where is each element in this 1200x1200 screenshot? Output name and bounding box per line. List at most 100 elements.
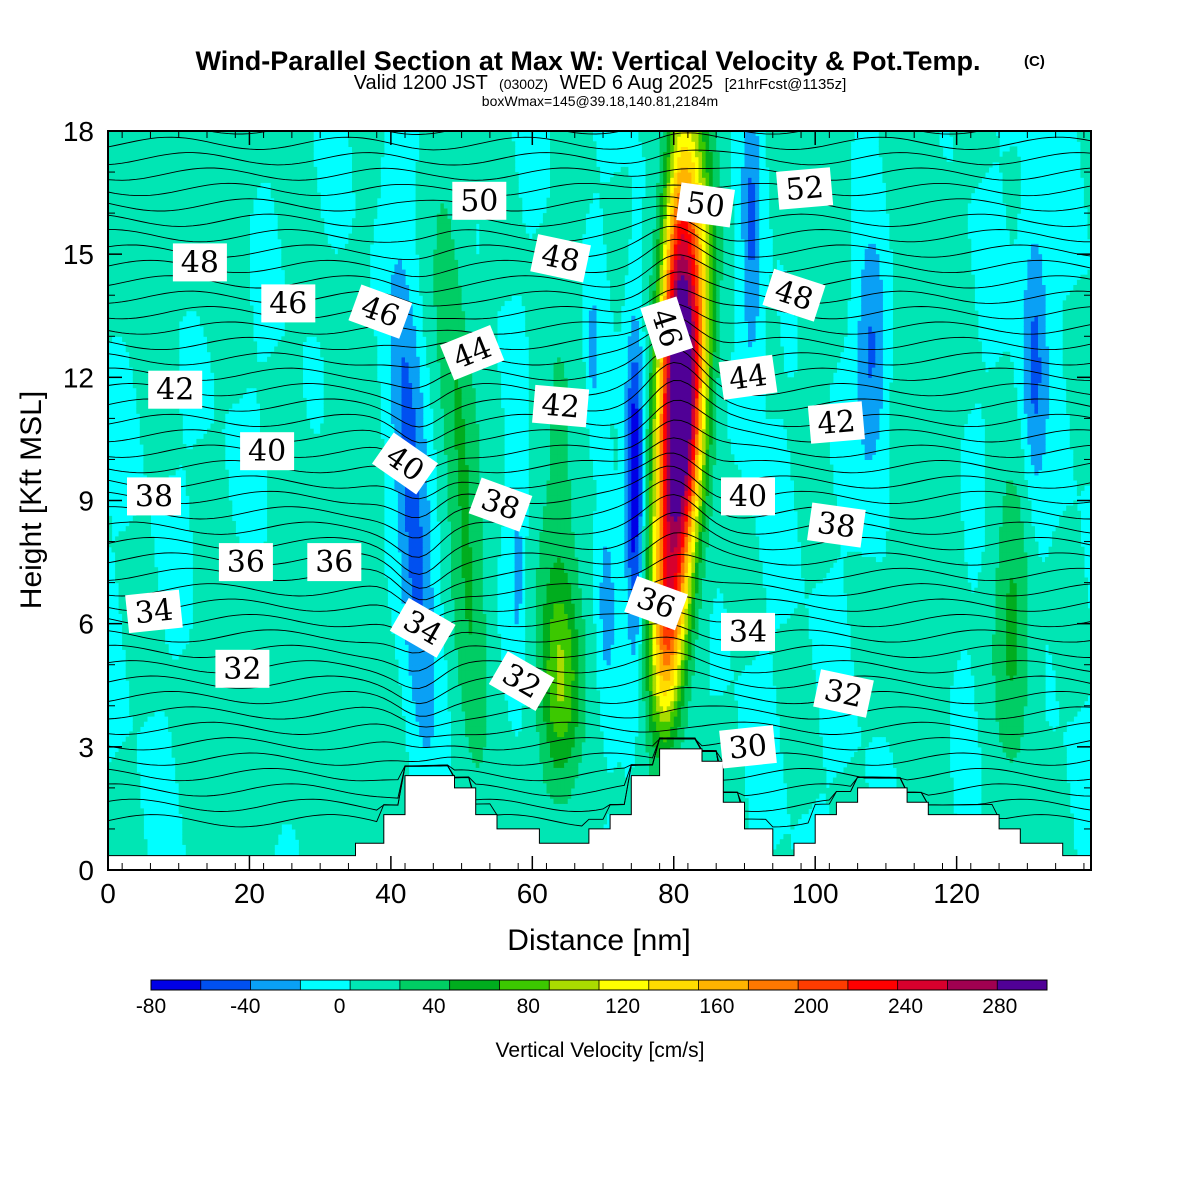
w-cell [818,772,823,779]
w-cell [189,813,194,820]
w-cell [362,834,367,840]
w-cell [1048,772,1053,779]
w-cell [253,844,258,850]
w-cell [1013,782,1018,789]
w-cell [231,772,236,779]
w-cell [451,746,456,753]
w-cell [309,839,314,845]
w-cell [373,762,378,768]
w-cell [560,787,565,794]
w-cell [387,741,392,748]
w-cell [1059,746,1064,753]
w-cell [115,813,120,820]
w-cell [992,746,997,753]
w-cell [288,808,293,815]
w-cell [896,752,901,758]
w-cell [238,834,243,840]
w-cell [836,782,841,789]
w-cell [330,803,335,809]
w-cell [185,752,190,758]
w-cell [641,767,646,774]
w-cell [122,818,127,825]
w-cell [946,762,951,768]
w-cell [914,746,919,753]
w-cell [316,823,321,830]
w-cell [571,823,576,830]
w-cell [231,767,236,774]
w-cell [726,777,731,784]
w-cell [489,752,494,758]
w-cell [359,787,364,794]
w-cell [949,793,954,799]
w-cell [560,798,565,804]
w-cell [525,823,530,830]
w-cell [309,823,314,830]
w-cell [270,849,275,856]
w-cell [323,757,328,763]
w-cell [532,746,537,753]
w-cell [797,762,802,768]
w-cell [341,813,346,820]
w-cell [122,828,127,835]
w-cell [931,793,936,799]
w-cell [302,808,307,815]
w-cell [231,813,236,820]
w-cell [394,803,399,809]
w-cell [366,757,371,763]
w-cell [260,813,265,820]
w-cell [196,839,201,845]
w-cell [1055,757,1060,763]
w-cell [832,782,837,789]
w-cell [465,782,470,789]
w-cell [1013,793,1018,799]
w-cell [1045,813,1050,820]
w-cell [518,823,523,830]
w-cell [189,808,194,815]
w-cell [472,741,477,748]
w-cell [574,746,579,753]
w-cell [228,839,233,845]
w-cell [1002,757,1007,763]
w-cell [281,787,286,794]
w-cell [1055,787,1060,794]
w-cell [585,746,590,753]
w-cell [380,757,385,763]
w-cell [578,793,583,799]
w-cell [288,793,293,799]
w-cell [178,741,183,748]
w-cell [359,767,364,774]
w-cell [302,818,307,825]
w-cell [306,782,311,789]
w-cell [564,787,569,794]
w-cell [196,782,201,789]
w-cell [786,787,791,794]
w-cell [542,782,547,789]
w-cell [207,828,212,835]
w-cell [1045,834,1050,840]
w-cell [832,793,837,799]
w-cell [1066,823,1071,830]
w-cell [585,772,590,779]
w-cell [620,767,625,774]
w-cell [298,798,303,804]
w-cell [207,813,212,820]
w-cell [733,798,738,804]
w-cell [320,767,325,774]
w-cell [196,803,201,809]
w-cell [122,798,127,804]
w-cell [111,818,116,825]
w-cell [532,762,537,768]
w-cell [482,782,487,789]
w-cell [122,741,127,748]
w-cell [1023,813,1028,820]
w-cell [808,752,813,758]
w-cell [783,767,788,774]
w-cell [108,772,113,779]
w-cell [348,767,353,774]
w-cell [274,787,279,794]
w-cell [539,752,544,758]
w-cell [620,808,625,815]
w-cell [192,752,197,758]
w-cell [132,767,137,774]
w-cell [352,767,357,774]
